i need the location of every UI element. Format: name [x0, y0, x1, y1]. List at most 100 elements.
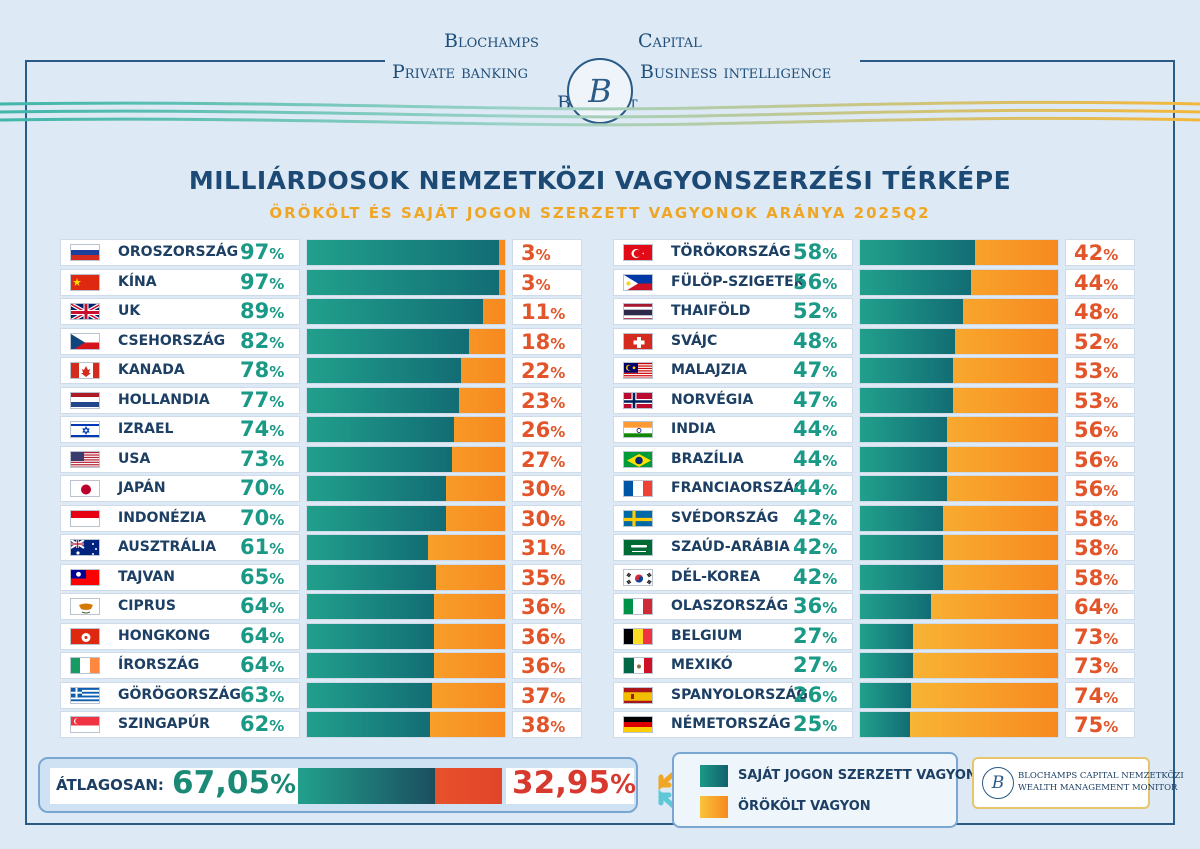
row-label-box — [60, 534, 300, 561]
inherited-pct-label: 27% — [521, 447, 566, 472]
inherited-pct-label: 56% — [1074, 447, 1119, 472]
own-pct-label: 78% — [240, 358, 285, 382]
bar-own-segment — [307, 564, 436, 590]
malaysia-flag-icon — [623, 362, 653, 379]
country-name: THAIFÖLD — [671, 303, 751, 319]
inherited-box: 52% — [1065, 327, 1135, 355]
stacked-bar — [859, 593, 1059, 620]
own-pct-label: 65% — [240, 564, 285, 589]
row-label-box — [613, 386, 853, 414]
country-name: ÍRORSZÁG — [118, 657, 200, 673]
monitor-text: BLOCHAMPS CAPITAL NEMZETKÖZI WEALTH MANA… — [1018, 770, 1184, 794]
bar-own-segment — [860, 269, 971, 295]
inherited-box: 42% — [1065, 239, 1135, 266]
row-label-box — [613, 445, 853, 473]
country-name: HOLLANDIA — [118, 391, 210, 408]
stacked-bar — [859, 652, 1059, 679]
inherited-pct-label: 52% — [1074, 329, 1119, 354]
czechia-flag-icon — [70, 332, 100, 350]
inherited-pct-label: 3% — [521, 241, 551, 265]
inherited-pct-label: 35% — [521, 565, 566, 590]
inherited-box: 38% — [512, 711, 582, 738]
bar-own-segment — [307, 682, 432, 708]
stacked-bar — [306, 711, 506, 738]
inherited-pct-label: 44% — [1074, 270, 1119, 295]
bar-own-segment — [307, 240, 500, 265]
inherited-box: 30% — [512, 475, 582, 502]
stacked-bar — [859, 386, 1059, 414]
stacked-bar — [859, 298, 1059, 325]
japan-flag-icon — [70, 480, 100, 497]
own-pct-label: 61% — [240, 535, 285, 559]
row-label-box — [60, 681, 300, 709]
inherited-box: 73% — [1065, 622, 1135, 650]
country-name: SZINGAPÚR — [118, 716, 210, 732]
frame-line-right — [860, 60, 1175, 62]
inherited-pct-label: 58% — [1074, 506, 1119, 531]
inherited-box: 53% — [1065, 357, 1135, 384]
inherited-pct-label: 56% — [1074, 418, 1119, 442]
row-label-box — [60, 298, 300, 325]
country-name: MEXIKÓ — [671, 657, 733, 673]
uk-flag-icon — [70, 303, 100, 320]
row-label-box — [60, 622, 300, 650]
brand-right: Capital — [638, 30, 702, 52]
stacked-bar — [859, 622, 1059, 650]
row-label-box — [60, 504, 300, 532]
stacked-bar — [306, 652, 506, 679]
own-pct-label: 64% — [240, 653, 285, 677]
row-label-box — [60, 475, 300, 502]
bar-own-segment — [307, 505, 446, 531]
stacked-bar — [306, 268, 506, 296]
brazil-flag-icon — [623, 450, 653, 468]
country-name: FRANCIAORSZÁG — [671, 480, 806, 496]
row-label-box — [613, 593, 853, 620]
inherited-pct-label: 74% — [1074, 683, 1119, 708]
own-pct-label: 44% — [793, 417, 838, 441]
stacked-bar — [306, 386, 506, 414]
inherited-pct-label: 64% — [1074, 595, 1119, 619]
inherited-pct-label: 38% — [521, 713, 566, 737]
inherited-box: 26% — [512, 416, 582, 443]
inherited-box: 75% — [1065, 711, 1135, 738]
country-name: MALAJZIA — [671, 362, 747, 378]
bar-own-segment — [860, 328, 956, 354]
country-name: NORVÉGIA — [671, 391, 754, 408]
inherited-pct-label: 58% — [1074, 565, 1119, 590]
inherited-box: 44% — [1065, 268, 1135, 296]
row-label-box — [613, 298, 853, 325]
inherited-box: 36% — [512, 622, 582, 650]
own-pct-label: 64% — [240, 623, 285, 648]
average-label-box — [50, 768, 332, 804]
inherited-box: 11% — [512, 298, 582, 325]
average-inherited-value: 32,95% — [512, 765, 636, 801]
stacked-bar — [306, 681, 506, 709]
own-pct-label: 47% — [793, 358, 838, 382]
inherited-box: 18% — [512, 327, 582, 355]
row-label-box — [60, 652, 300, 679]
country-name: SZAÚD-ARÁBIA — [671, 539, 790, 555]
inherited-box: 35% — [512, 563, 582, 591]
own-pct-label: 82% — [240, 328, 285, 353]
bar-own-segment — [307, 446, 452, 472]
own-pct-label: 44% — [793, 476, 838, 500]
inherited-box: 36% — [512, 652, 582, 679]
row-label-box — [60, 357, 300, 384]
bar-own-segment — [860, 299, 963, 324]
south-korea-flag-icon — [623, 568, 653, 586]
own-pct-label: 70% — [240, 505, 285, 530]
inherited-box: 58% — [1065, 534, 1135, 561]
hongkong-flag-icon — [70, 627, 100, 645]
country-name: INDONÉZIA — [118, 509, 206, 526]
country-name: USA — [118, 450, 151, 467]
chart-title: MILLIÁRDOSOK NEMZETKÖZI VAGYONSZERZÉSI T… — [188, 166, 1012, 195]
stacked-bar — [306, 534, 506, 561]
row-label-box — [613, 416, 853, 443]
stacked-bar — [306, 357, 506, 384]
ireland-flag-icon — [70, 657, 100, 674]
inherited-pct-label: 36% — [521, 595, 566, 619]
inherited-pct-label: 30% — [521, 506, 566, 531]
legend: SAJÁT JOGON SZERZETT VAGYON ÖRÖKÖLT VAGY… — [672, 752, 977, 828]
stacked-bar — [859, 239, 1059, 266]
own-pct-label: 42% — [793, 505, 838, 530]
